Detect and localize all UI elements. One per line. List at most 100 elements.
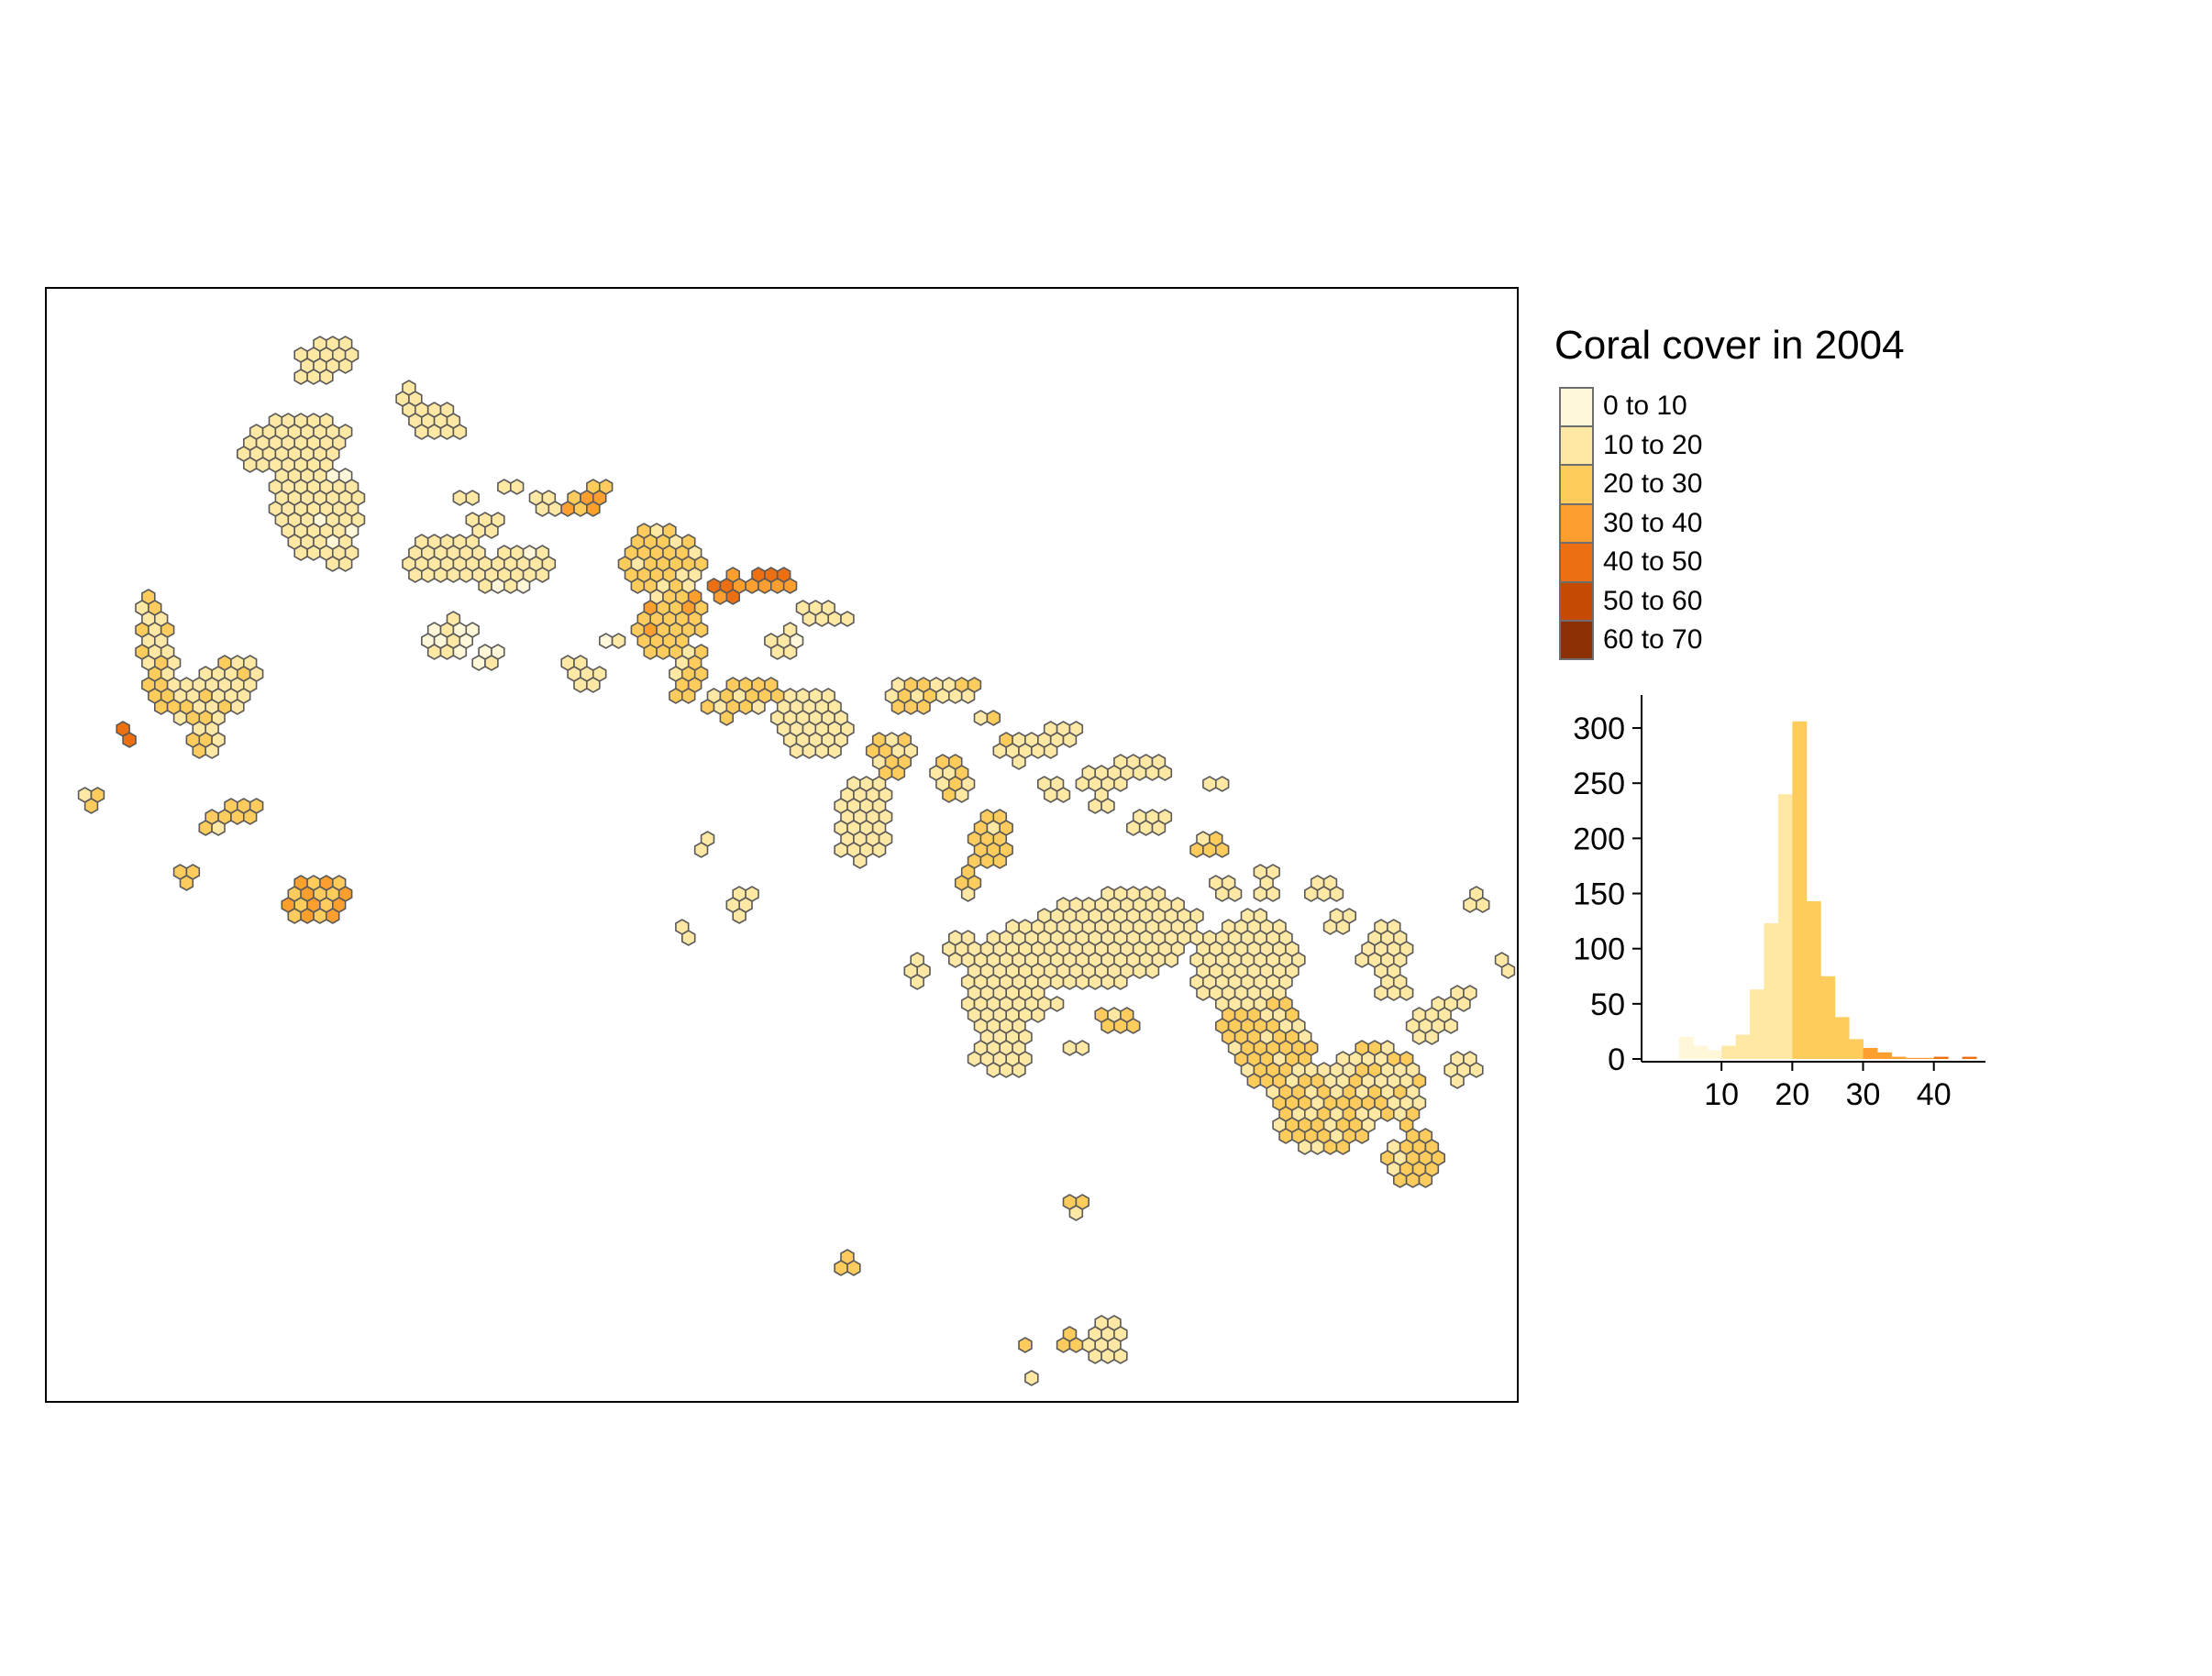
reef-hexagon <box>693 842 709 858</box>
reef-hexagon <box>547 501 562 517</box>
reef-hexagon <box>1335 1139 1351 1155</box>
reef-hexagon <box>172 710 188 726</box>
reef-hexagon <box>979 853 995 869</box>
reef-hexagon <box>408 567 423 583</box>
reef-hexagon <box>1056 787 1071 803</box>
histogram-bar <box>1891 1056 1907 1059</box>
reef-hexagon <box>439 424 455 440</box>
reef-hexagon <box>230 699 245 715</box>
reef-hexagon <box>789 743 804 759</box>
legend-label: 30 to 40 <box>1603 507 1703 538</box>
reef-hexagon <box>878 765 893 781</box>
reef-hexagon <box>560 501 575 517</box>
reef-hexagon <box>491 578 505 594</box>
y-tick-label: 250 <box>1573 766 1625 801</box>
reef-hexagon <box>1387 985 1401 1001</box>
y-tick-label: 100 <box>1573 932 1625 967</box>
reef-hexagon <box>1088 974 1102 990</box>
reef-hexagon <box>910 974 924 990</box>
reef-hexagon <box>1399 985 1414 1001</box>
reef-hexagon <box>1424 1029 1440 1045</box>
reef-hexagon <box>700 699 715 715</box>
reef-hexagon <box>1100 974 1115 990</box>
reef-hexagon <box>426 644 442 660</box>
reef-hexagon <box>834 1260 848 1276</box>
reef-hexagon <box>439 644 455 660</box>
legend-swatch <box>1559 581 1594 621</box>
legend-swatch <box>1559 503 1594 543</box>
reef-hexagon <box>1469 1062 1484 1078</box>
reef-hexagon <box>459 567 473 583</box>
reef-hexagon <box>192 743 206 759</box>
reef-hexagon <box>1100 798 1115 814</box>
reef-hexagon <box>1062 1040 1078 1056</box>
reef-hexagon <box>1411 1029 1427 1045</box>
histogram-bar <box>1806 900 1821 1059</box>
reef-hexagon <box>255 457 271 473</box>
reef-hexagon <box>415 424 429 440</box>
reef-hexagon <box>1151 820 1167 836</box>
reef-hexagon <box>725 589 740 605</box>
reef-hexagon <box>586 677 601 693</box>
reef-hexagon <box>1113 1018 1128 1034</box>
reef-hexagon <box>1062 974 1078 990</box>
reef-hexagon <box>1304 886 1319 902</box>
legend-item: 60 to 70 <box>1559 621 1702 660</box>
reef-hexagon <box>1088 798 1102 814</box>
legend-label: 60 to 70 <box>1603 624 1703 656</box>
legend-swatch <box>1559 465 1594 504</box>
reef-hexagon <box>814 743 829 759</box>
reef-hexagon <box>1113 974 1128 990</box>
legend-item: 50 to 60 <box>1559 581 1703 621</box>
reef-hexagon <box>960 952 976 968</box>
histogram-bar <box>1678 1036 1694 1059</box>
reef-hexagon <box>948 688 963 704</box>
reef-hexagon <box>656 644 670 660</box>
reef-hexagon <box>770 644 785 660</box>
reef-hexagon <box>1056 1337 1071 1353</box>
reef-hexagon <box>319 369 334 385</box>
reef-hexagon <box>1456 996 1471 1012</box>
reef-hexagon <box>1355 952 1369 968</box>
histogram-bar <box>1693 1045 1709 1059</box>
reef-hexagon <box>1215 842 1230 858</box>
histogram-bar <box>1792 721 1808 1059</box>
reef-hexagon <box>630 578 646 594</box>
reef-hexagon <box>1374 963 1388 979</box>
reef-hexagon <box>1075 974 1089 990</box>
reef-hexagon <box>452 424 468 440</box>
reef-hexagon <box>1310 1139 1325 1155</box>
reef-hexagon <box>1043 743 1058 759</box>
reef-hexagon <box>1043 787 1058 803</box>
reef-hexagon <box>326 556 340 572</box>
reef-hexagon <box>573 501 588 517</box>
histogram-bar <box>1905 1057 1920 1059</box>
legend-label: 0 to 10 <box>1603 391 1687 422</box>
reef-hexagon <box>1393 1172 1408 1188</box>
reef-hexagon <box>515 578 531 594</box>
reef-hexagon <box>999 1062 1013 1078</box>
legend-swatch <box>1559 425 1594 465</box>
reef-hexagon <box>1335 919 1351 935</box>
reef-hexagon <box>83 798 99 814</box>
reef-hexagon <box>1113 776 1128 792</box>
legend-label: 50 to 60 <box>1603 585 1703 616</box>
reef-hexagon <box>643 644 658 660</box>
x-tick-label: 10 <box>1704 1077 1739 1109</box>
legend: 0 to 10 10 to 20 20 to 30 30 to 40 40 to… <box>1559 387 1702 660</box>
reef-hexagon <box>890 699 906 715</box>
reef-hexagon <box>611 633 626 649</box>
reef-hexagon <box>198 820 213 836</box>
reef-hexagon <box>1132 765 1147 781</box>
reef-hexagon <box>719 710 734 726</box>
reef-hexagon <box>205 743 219 759</box>
reef-hexagon <box>821 600 835 616</box>
reef-hexagon <box>751 699 766 715</box>
reef-hexagon <box>586 501 601 517</box>
reef-hexagon <box>230 809 245 825</box>
reef-hexagon <box>1202 776 1217 792</box>
reef-hexagon <box>1500 963 1516 979</box>
reef-hexagon <box>287 908 302 924</box>
reef-hexagon <box>1062 732 1078 748</box>
reef-hexagon <box>573 677 588 693</box>
